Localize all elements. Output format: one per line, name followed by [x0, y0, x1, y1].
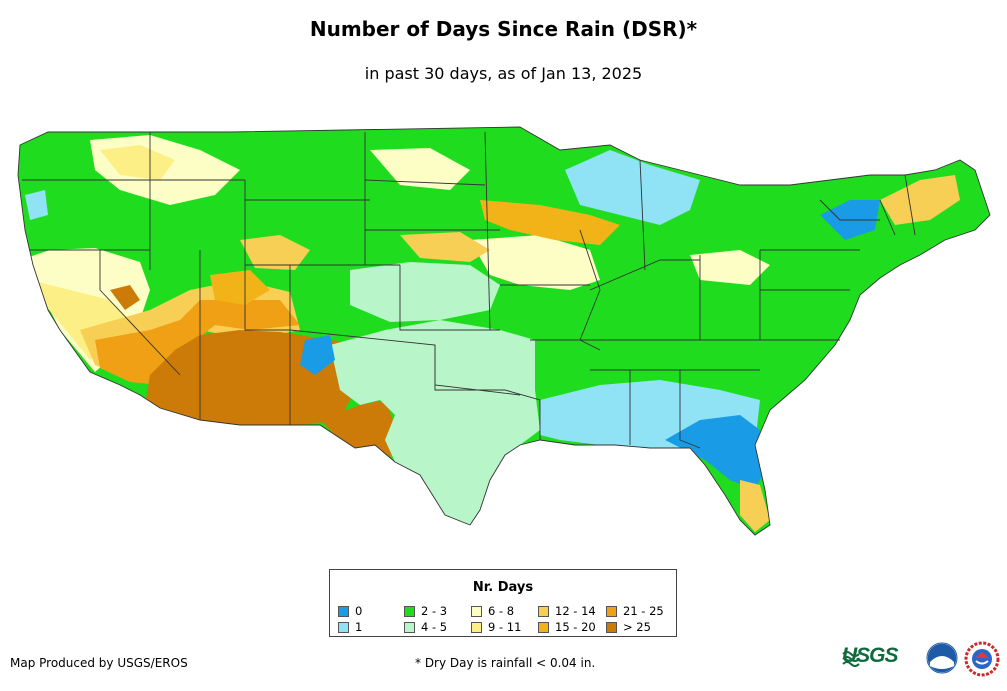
- legend-item-6-8: 6 - 8: [471, 604, 514, 618]
- area-0-georgia-florida: [665, 415, 765, 490]
- legend-swatch-12-14: [538, 606, 549, 617]
- legend-swatch-9-11: [471, 622, 482, 633]
- area-6-8-dakotas: [370, 148, 470, 190]
- legend-item-4-5: 4 - 5: [404, 620, 447, 634]
- usgs-waves-icon: [842, 651, 860, 667]
- legend-swatch-6-8: [471, 606, 482, 617]
- area-1-great-lakes: [565, 150, 700, 225]
- area-12-14-wyoming: [240, 235, 310, 270]
- area-9-11-montana: [100, 145, 175, 180]
- area-4-5-central-plains: [350, 262, 500, 322]
- legend: Nr. Days 0 1 2 - 3 4 - 5 6 - 8 9 - 11 12…: [329, 569, 677, 637]
- area-12-14-new-england: [880, 175, 960, 225]
- area-12-14-nebraska: [400, 232, 490, 262]
- legend-swatch-4-5: [404, 622, 415, 633]
- legend-item-9-11: 9 - 11: [471, 620, 521, 634]
- map-title: Number of Days Since Rain (DSR)*: [309, 17, 698, 41]
- area-1-washington-coast: [25, 190, 48, 220]
- credit-text: Map Produced by USGS/EROS: [10, 656, 188, 670]
- area-6-8-ohio-valley: [690, 250, 770, 285]
- legend-swatch-2-3: [404, 606, 415, 617]
- dsr-map: [17, 126, 991, 536]
- legend-item-15-20: 15 - 20: [538, 620, 596, 634]
- area-15-20-colorado: [210, 270, 270, 305]
- legend-title: Nr. Days: [472, 580, 534, 595]
- legend-swatch-21-25: [606, 606, 617, 617]
- area-15-20-minnesota: [480, 200, 620, 245]
- area-6-8-iowa: [470, 235, 600, 290]
- legend-item-21-25: 21 - 25: [606, 604, 664, 618]
- state-boundaries: [17, 126, 991, 536]
- legend-swatch-15-20: [538, 622, 549, 633]
- area-21-25-southwest: [95, 300, 300, 385]
- legend-item-over-25: > 25: [606, 620, 651, 634]
- footnote-text: * Dry Day is rainfall < 0.04 in.: [415, 656, 596, 670]
- legend-item-1: 1: [338, 620, 362, 634]
- agency-logos: USGS: [842, 640, 1004, 682]
- area-0-oklahoma: [300, 335, 335, 375]
- legend-swatch-over-25: [606, 622, 617, 633]
- noaa-logo-icon: [926, 642, 958, 674]
- area-over-25-nevada: [110, 285, 140, 310]
- area-4-5-texas-plains: [330, 320, 540, 525]
- legend-item-12-14: 12 - 14: [538, 604, 596, 618]
- legend-swatch-1: [338, 622, 349, 633]
- legend-item-0: 0: [338, 604, 362, 618]
- map-subtitle: in past 30 days, as of Jan 13, 2025: [364, 64, 643, 83]
- area-12-14-florida-tip: [740, 480, 770, 532]
- legend-swatch-0: [338, 606, 349, 617]
- legend-item-2-3: 2 - 3: [404, 604, 447, 618]
- nws-logo-icon: [964, 641, 1000, 677]
